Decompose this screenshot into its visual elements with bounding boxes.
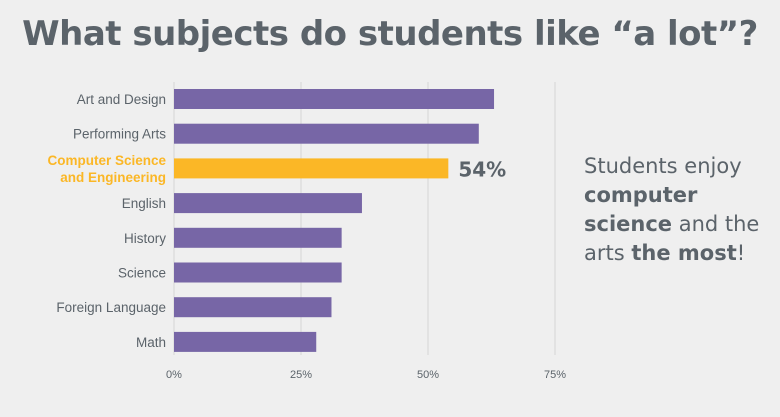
x-tick-labels: 0% 25% 50% 75%	[166, 369, 566, 381]
bar	[174, 158, 449, 179]
category-label-line: Performing Arts	[73, 127, 166, 142]
bar	[174, 123, 479, 144]
data-label: 54%	[458, 157, 506, 181]
category-label: Art and Design	[77, 92, 166, 107]
category-label: Performing Arts	[73, 127, 166, 142]
category-label: English	[122, 196, 166, 211]
callout-segment: and the arts	[584, 212, 760, 265]
callout-text: Students enjoy computer science and the …	[584, 152, 774, 268]
bars	[174, 89, 495, 352]
x-tick-label: 25%	[290, 369, 312, 381]
bar	[174, 193, 362, 214]
category-label: Foreign Language	[56, 300, 166, 315]
category-label: Computer Science and Engineering	[47, 153, 166, 185]
category-label-line: Computer Science	[47, 153, 166, 168]
chart-title: What subjects do students like “a lot”?	[22, 14, 758, 54]
callout-segment: Students enjoy	[584, 154, 742, 178]
bar	[174, 227, 342, 248]
category-label-line: History	[124, 231, 166, 246]
x-tick-label: 75%	[544, 369, 566, 381]
bar	[174, 331, 317, 352]
bar	[174, 89, 495, 109]
category-label-line: English	[122, 196, 166, 211]
callout-segment: the most	[631, 241, 737, 265]
category-label-line: Math	[136, 335, 166, 350]
bar	[174, 297, 332, 318]
category-label: History	[124, 231, 166, 246]
category-label: Math	[136, 335, 166, 350]
category-label-line: Science	[118, 266, 166, 281]
x-tick-label: 0%	[166, 369, 182, 381]
category-label: Science	[118, 266, 166, 281]
category-label-line: Art and Design	[77, 92, 166, 107]
category-label-line: and Engineering	[60, 170, 166, 185]
category-label-line: Foreign Language	[56, 300, 166, 315]
x-tick-label: 50%	[417, 369, 439, 381]
data-labels: 54%	[458, 157, 506, 181]
bar	[174, 262, 342, 283]
callout-segment: !	[736, 241, 746, 265]
callout-segment: computer science	[584, 183, 698, 236]
category-labels: Art and Design Performing Arts Computer Sc…	[47, 92, 166, 350]
